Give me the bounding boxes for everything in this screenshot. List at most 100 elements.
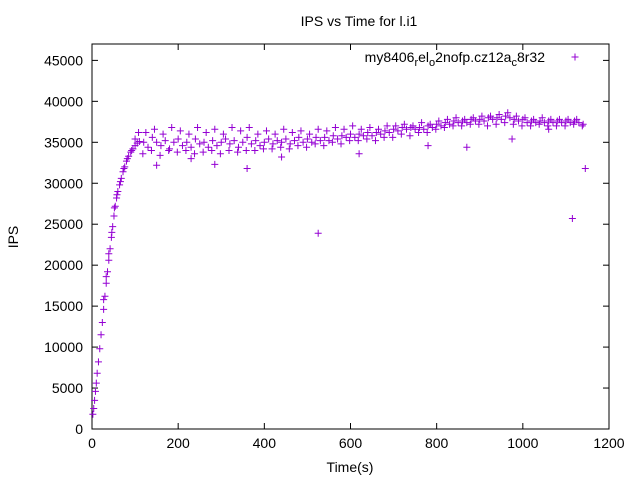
data-point <box>161 137 169 145</box>
data-point <box>449 122 457 130</box>
data-point <box>371 137 379 145</box>
data-point <box>570 120 578 128</box>
data-point <box>285 145 293 153</box>
data-point <box>234 148 242 156</box>
data-point <box>123 155 131 163</box>
data-point <box>409 122 417 130</box>
data-point <box>157 142 165 150</box>
data-point <box>497 115 505 123</box>
data-point <box>226 140 234 148</box>
data-point <box>90 405 98 413</box>
data-point <box>400 120 408 128</box>
data-point <box>564 115 572 123</box>
data-point <box>355 150 363 158</box>
data-point <box>312 133 320 141</box>
data-point <box>217 138 225 146</box>
data-point <box>262 127 270 135</box>
data-point <box>105 256 113 264</box>
data-point <box>222 135 230 143</box>
data-point <box>364 128 372 136</box>
data-point <box>128 146 136 154</box>
data-point <box>406 132 414 140</box>
data-point <box>504 109 512 117</box>
data-point <box>475 120 483 128</box>
data-point <box>183 138 191 146</box>
data-point <box>446 120 454 128</box>
data-point <box>94 358 102 366</box>
data-point <box>392 122 400 130</box>
data-point <box>147 146 155 154</box>
data-point <box>501 119 509 127</box>
data-point <box>135 137 143 145</box>
data-point <box>495 110 503 118</box>
y-tick-label: 20000 <box>44 257 83 273</box>
data-point <box>93 369 101 377</box>
data-point <box>243 133 251 141</box>
chart-title: IPS vs Time for l.i1 <box>301 13 418 29</box>
x-tick-label: 0 <box>88 435 96 451</box>
data-point <box>432 125 440 133</box>
data-point <box>168 124 176 132</box>
data-point <box>251 146 259 154</box>
legend-label: my8406relo2nofp.cz12ac8r32 <box>365 49 546 69</box>
legend-marker <box>571 53 579 61</box>
data-point <box>381 127 389 135</box>
data-point <box>294 142 302 150</box>
data-point <box>254 130 262 138</box>
data-point <box>242 146 250 154</box>
data-point <box>131 135 139 143</box>
data-point <box>121 163 129 171</box>
data-point <box>100 305 108 313</box>
data-point <box>225 146 233 154</box>
data-point <box>182 146 190 154</box>
data-point <box>139 150 147 158</box>
data-point <box>256 142 264 150</box>
data-point <box>286 140 294 148</box>
data-point <box>191 150 199 158</box>
data-point <box>389 133 397 141</box>
data-point <box>329 132 337 140</box>
data-point <box>269 140 277 148</box>
x-axis: 0 200 400 600 800 1000 1200 <box>88 44 625 451</box>
data-point <box>113 191 121 199</box>
data-point <box>403 125 411 133</box>
data-point <box>116 178 124 186</box>
data-point <box>278 138 286 146</box>
y-tick-label: 45000 <box>44 52 83 68</box>
data-point <box>247 140 255 148</box>
data-point <box>530 115 538 123</box>
data-point <box>209 137 217 145</box>
data-point <box>159 130 167 138</box>
data-point <box>260 138 268 146</box>
data-point <box>142 128 150 136</box>
data-point <box>337 140 345 148</box>
data-point <box>303 135 311 143</box>
data-point <box>213 142 221 150</box>
data-point <box>110 212 118 220</box>
data-point <box>506 114 514 122</box>
data-point <box>290 137 298 145</box>
data-point <box>435 117 443 125</box>
data-point <box>98 319 106 327</box>
data-point <box>165 146 173 154</box>
x-tick-label: 1000 <box>507 435 538 451</box>
data-point <box>185 130 193 138</box>
data-point <box>316 137 324 145</box>
data-point <box>187 143 195 151</box>
data-point <box>140 138 148 146</box>
data-point <box>273 137 281 145</box>
data-point <box>211 160 219 168</box>
y-tick-label: 40000 <box>44 93 83 109</box>
data-point <box>424 142 432 150</box>
data-point <box>461 115 469 123</box>
y-tick-label: 15000 <box>44 298 83 314</box>
y-tick-label: 25000 <box>44 216 83 232</box>
data-point <box>219 130 227 138</box>
data-point <box>545 125 553 133</box>
data-point <box>579 120 587 128</box>
data-point <box>268 145 276 153</box>
data-point <box>383 122 391 130</box>
legend-marker-plus <box>571 53 579 61</box>
